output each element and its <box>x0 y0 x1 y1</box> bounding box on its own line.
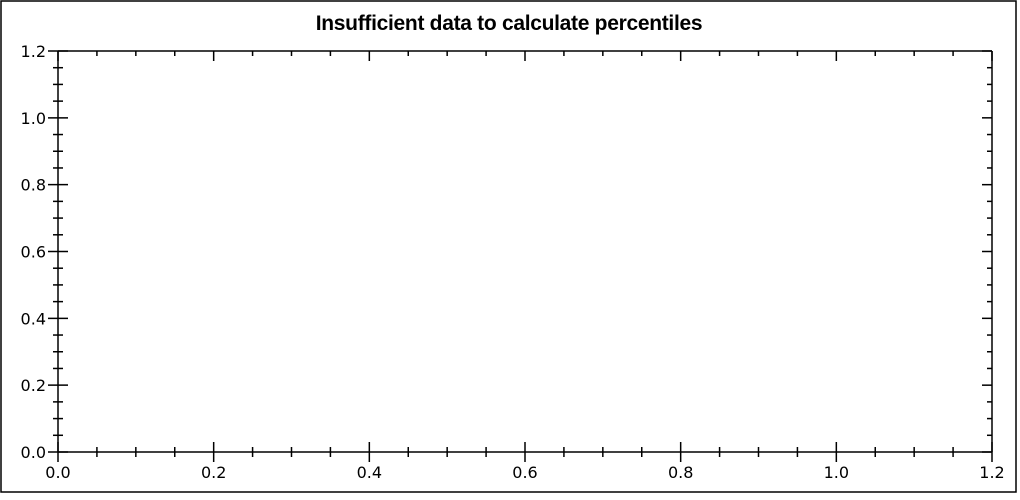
y-tick-label: 0.6 <box>21 243 46 262</box>
y-tick-label: 0.0 <box>21 443 46 462</box>
y-tick-label: 1.2 <box>21 42 46 61</box>
x-tick-label: 0.0 <box>45 463 70 482</box>
y-tick-label: 0.4 <box>21 309 46 328</box>
y-tick-label: 1.0 <box>21 109 46 128</box>
x-tick-label: 1.2 <box>979 463 1004 482</box>
y-tick-label: 0.2 <box>21 376 46 395</box>
x-tick-label: 0.2 <box>201 463 226 482</box>
x-tick-label: 0.6 <box>512 463 537 482</box>
x-tick-label: 0.4 <box>357 463 382 482</box>
x-tick-label: 0.8 <box>668 463 693 482</box>
x-tick-label: 1.0 <box>824 463 849 482</box>
axes-layer: 0.0 0.2 0.4 0.6 0.8 1.0 1.2 0.0 0.2 0.4 0.6 0.8 1.0 1… <box>21 42 1005 482</box>
chart-title: Insufficient data to calculate percentil… <box>316 12 703 35</box>
y-tick-label: 0.8 <box>21 176 46 195</box>
